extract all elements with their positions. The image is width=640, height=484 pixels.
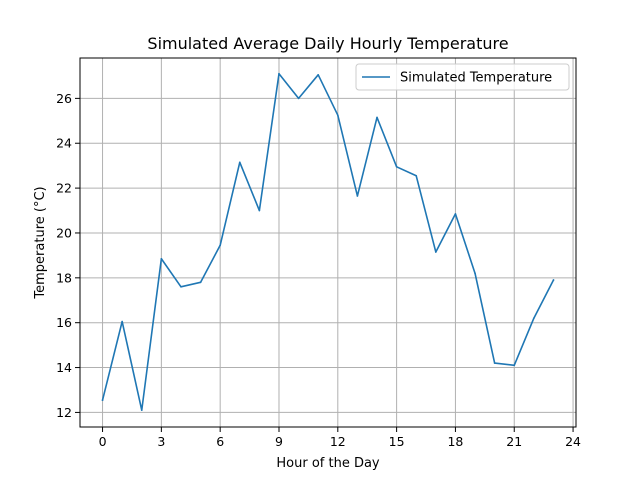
data-point	[493, 362, 496, 364]
y-tick-label: 22	[56, 181, 72, 196]
data-point	[395, 165, 398, 168]
data-point	[317, 74, 319, 76]
series-line	[101, 72, 555, 411]
data-point	[513, 364, 516, 367]
y-tick-label: 20	[56, 225, 72, 240]
x-tick-label: 12	[330, 434, 346, 449]
y-tick-label: 26	[56, 91, 72, 106]
data-point	[140, 409, 143, 411]
data-point	[219, 244, 221, 247]
data-point	[238, 161, 241, 164]
x-tick-label: 9	[275, 434, 283, 449]
series-layer	[101, 72, 555, 411]
data-point	[533, 317, 535, 320]
data-point	[101, 399, 104, 401]
chart-title: Simulated Average Daily Hourly Temperatu…	[147, 34, 508, 53]
y-tick-label: 12	[56, 405, 72, 420]
x-tick-label: 3	[157, 434, 165, 449]
data-point	[278, 72, 280, 75]
y-tick-label: 18	[56, 270, 72, 285]
data-point	[258, 209, 261, 212]
data-point	[435, 251, 437, 253]
y-tick-label: 24	[56, 136, 72, 151]
legend: Simulated Temperature	[355, 63, 570, 91]
x-tick-label: 18	[447, 434, 463, 449]
data-point	[160, 257, 163, 260]
x-tick-label: 21	[506, 434, 522, 449]
data-point	[180, 286, 182, 288]
data-point	[297, 97, 300, 100]
data-point	[121, 320, 123, 323]
axis-ticks: 0 3 6 9 12 15 18 21 24 12 14 16 18 20 22 24 26	[56, 91, 581, 449]
x-tick-label: 24	[565, 434, 581, 449]
y-tick-label: 14	[56, 360, 72, 375]
plot-frame	[79, 57, 577, 428]
data-point	[199, 281, 202, 284]
data-point	[376, 116, 378, 119]
data-point	[454, 213, 457, 215]
grid	[80, 58, 576, 427]
x-tick-label: 6	[216, 434, 224, 449]
y-tick-label: 16	[56, 315, 72, 330]
data-point	[474, 272, 476, 275]
data-point	[415, 174, 418, 177]
y-axis-label: Temperature (°C)	[33, 186, 48, 299]
x-tick-label: 15	[389, 434, 405, 449]
data-point	[552, 279, 555, 281]
data-point	[356, 195, 359, 197]
data-point	[337, 114, 339, 117]
x-axis-label: Hour of the Day	[276, 456, 380, 471]
legend-label: Simulated Temperature	[400, 71, 552, 86]
legend-box	[355, 63, 570, 91]
x-tick-label: 0	[99, 434, 107, 449]
